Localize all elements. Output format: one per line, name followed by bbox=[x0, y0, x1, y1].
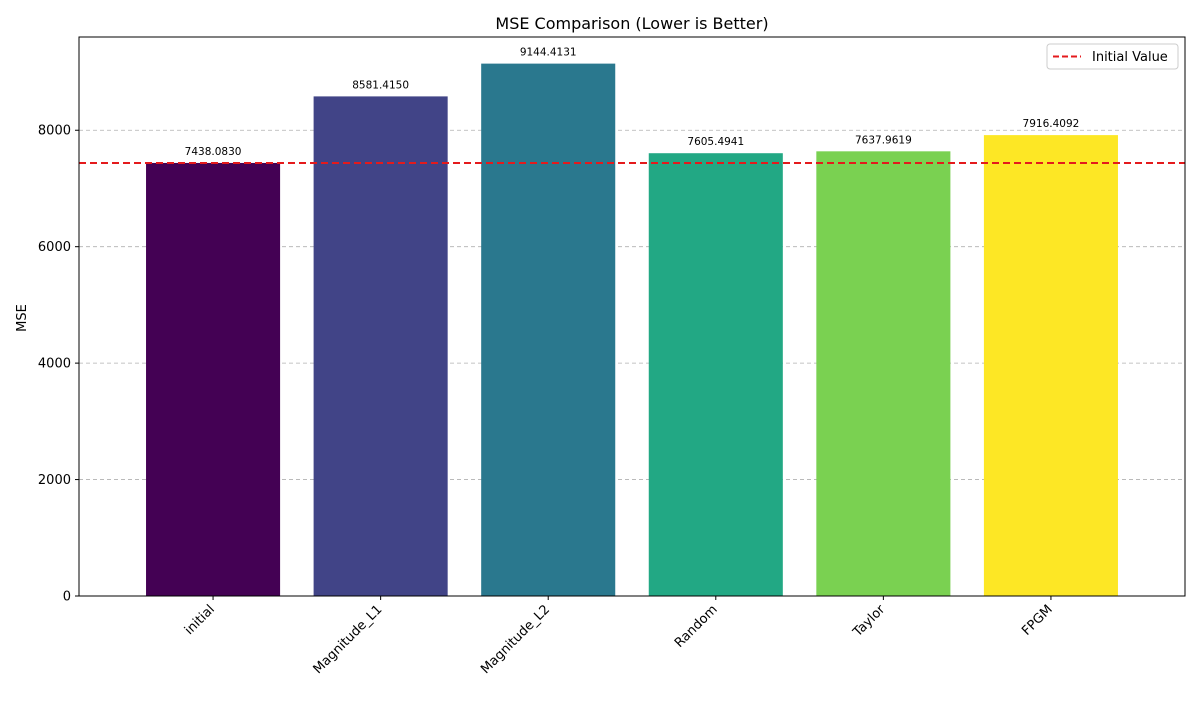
bar-random bbox=[648, 153, 783, 596]
bar-value-label: 8581.4150 bbox=[352, 79, 409, 91]
bar-value-label: 7916.4092 bbox=[1023, 118, 1080, 130]
y-tick-label: 0 bbox=[63, 590, 71, 605]
value-labels: 7438.0830 8581.4150 9144.4131 7605.4941 7637… bbox=[185, 47, 1080, 158]
bars bbox=[146, 63, 1118, 596]
bar-fpgm bbox=[983, 135, 1118, 596]
y-tick-label: 6000 bbox=[38, 240, 71, 255]
y-tick-label: 8000 bbox=[38, 124, 71, 139]
y-tick-label: 4000 bbox=[38, 357, 71, 372]
bar-taylor bbox=[816, 151, 951, 596]
y-axis-label: MSE bbox=[15, 304, 30, 332]
bar-value-label: 7637.9619 bbox=[855, 134, 912, 146]
chart-title: MSE Comparison (Lower is Better) bbox=[495, 14, 768, 33]
bar-value-label: 9144.4131 bbox=[520, 47, 577, 59]
bar-magnitude-l2 bbox=[481, 63, 616, 596]
bar-value-label: 7438.0830 bbox=[185, 146, 242, 158]
legend-label-initial-value: Initial Value bbox=[1092, 50, 1168, 65]
bar-initial bbox=[146, 162, 281, 596]
plot-frame bbox=[78, 36, 1186, 597]
legend: Initial Value bbox=[1046, 43, 1179, 70]
legend-box bbox=[1046, 43, 1179, 70]
y-tick-label: 2000 bbox=[38, 473, 71, 488]
bar-magnitude-l1 bbox=[313, 96, 448, 596]
bar-value-label: 7605.4941 bbox=[687, 136, 744, 148]
y-axis-ticks: 0 2000 4000 6000 8000 bbox=[38, 124, 79, 605]
